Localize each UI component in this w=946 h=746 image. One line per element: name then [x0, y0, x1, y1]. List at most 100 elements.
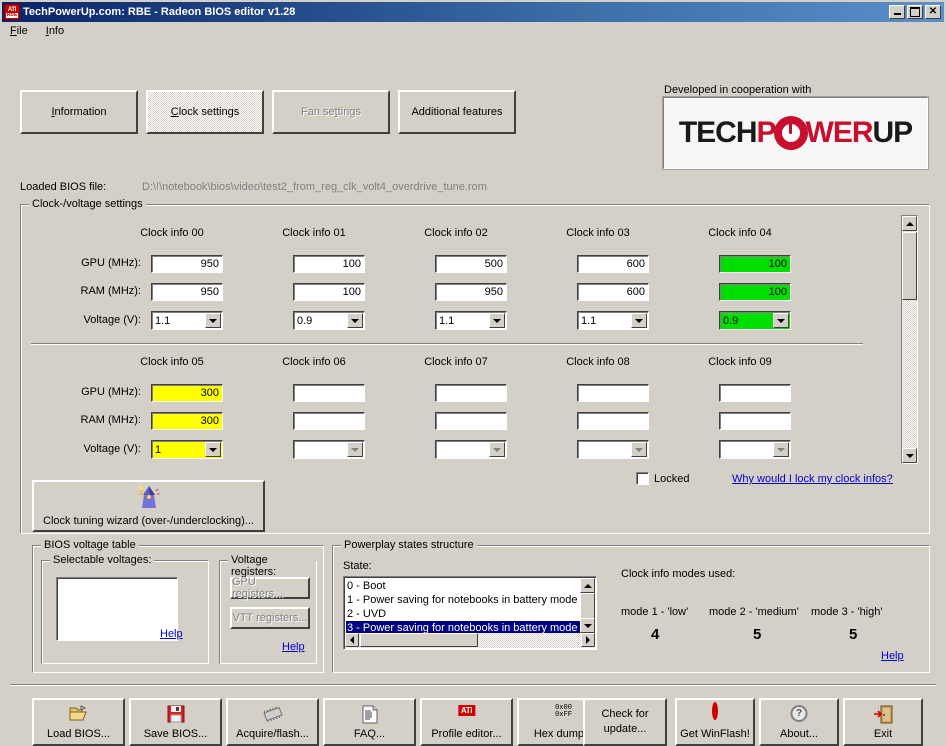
chevron-down-icon: [635, 318, 643, 323]
scroll-down-button[interactable]: [902, 448, 917, 463]
toolbar-button-get-winflash[interactable]: Get WinFlash!: [675, 698, 755, 746]
clock-info-06-header: Clock info 06: [282, 356, 346, 368]
gpu-mhz-input-02[interactable]: 500: [435, 255, 507, 273]
why-lock-link[interactable]: Why would I lock my clock infos?: [732, 473, 893, 485]
chevron-down-icon: [905, 453, 914, 458]
voltage-select-03[interactable]: 1.1: [577, 311, 649, 330]
clock-tuning-wizard-button[interactable]: Clock tuning wizard (over-/underclocking…: [32, 480, 265, 532]
tab-information[interactable]: Information: [20, 90, 138, 134]
cooperation-label: Developed in cooperation with: [664, 84, 812, 96]
clock-grid-scrollbar[interactable]: [901, 215, 918, 464]
powerplay-state-listbox[interactable]: 0 - Boot 1 - Power saving for notebooks i…: [343, 576, 597, 650]
voltage-select-01[interactable]: 0.9: [293, 311, 365, 330]
chevron-down-icon: [209, 447, 217, 452]
powerplay-horizontal-scrollbar[interactable]: [345, 633, 595, 648]
voltage-select-06: [293, 440, 365, 459]
voltage-dropdown-arrow-00[interactable]: [205, 313, 221, 328]
voltage-select-05[interactable]: 1: [151, 440, 223, 459]
ram-mhz-input-03[interactable]: 600: [577, 283, 649, 301]
loaded-bios-path: D:\!\notebook\bios\video\test2_from_reg_…: [142, 181, 487, 193]
voltage-select-04[interactable]: 0.9: [719, 311, 791, 330]
voltage-select-00[interactable]: 1.1: [151, 311, 223, 330]
voltage-registers-group: Voltage registers: GPU registers... VTT …: [219, 554, 317, 664]
voltage-dropdown-arrow-05[interactable]: [205, 442, 221, 457]
maximize-button[interactable]: [907, 5, 923, 19]
powerplay-hscroll-thumb[interactable]: [360, 633, 478, 647]
clock-info-modes-title: Clock info modes used:: [621, 568, 736, 580]
toolbar-button-check-for-update[interactable]: Check for update...: [583, 698, 667, 746]
open-folder-icon: [69, 705, 89, 725]
hex-icon-bottom: 0xFF: [555, 711, 572, 719]
app-icon: ATI RBE: [4, 4, 20, 20]
powerplay-states-group: Powerplay states structure State: 0 - Bo…: [332, 539, 930, 673]
tab-additional-features[interactable]: Additional features: [398, 90, 516, 134]
menu-item-file[interactable]: File: [10, 25, 28, 37]
ram-mhz-input-02[interactable]: 950: [435, 283, 507, 301]
toolbar-button-about[interactable]: ? About...: [759, 698, 839, 746]
gpu-mhz-input-06: [293, 384, 365, 402]
powerplay-scroll-left-button[interactable]: [345, 633, 359, 647]
voltage-registers-help-link[interactable]: Help: [282, 641, 305, 653]
voltage-dropdown-arrow-03[interactable]: [631, 313, 647, 328]
clock-info-07-header: Clock info 07: [424, 356, 488, 368]
toolbar-button-label: Get WinFlash!: [680, 728, 750, 740]
powerplay-scroll-down-button[interactable]: [580, 618, 595, 633]
powerplay-scroll-up-button[interactable]: [580, 578, 595, 593]
clock-info-00-header: Clock info 00: [140, 227, 204, 239]
bios-voltage-table-title: BIOS voltage table: [41, 539, 139, 551]
ram-mhz-input-00[interactable]: 950: [151, 283, 223, 301]
application-window: ATI RBE TechPowerUp.com: RBE - Radeon BI…: [0, 0, 946, 725]
selectable-voltages-listbox[interactable]: [56, 577, 178, 641]
ram-mhz-input-01[interactable]: 100: [293, 283, 365, 301]
clock-info-01-header: Clock info 01: [282, 227, 346, 239]
toolbar-button-profile-editor[interactable]: ATi Profile editor...: [420, 698, 513, 746]
mode-2-value: 5: [753, 626, 762, 643]
ram-mhz-input-05[interactable]: 300: [151, 412, 223, 430]
tab-clock-settings[interactable]: Clock settings: [146, 90, 264, 134]
toolbar-button-label: About...: [780, 728, 818, 740]
powerplay-vscroll-thumb[interactable]: [580, 593, 595, 619]
toolbar-button-load-bios[interactable]: Load BIOS...: [32, 698, 125, 746]
toolbar-button-label: Save BIOS...: [143, 728, 208, 740]
locked-checkbox[interactable]: [636, 472, 649, 485]
voltage-dropdown-arrow-01[interactable]: [347, 313, 363, 328]
toolbar-button-acquire-flash[interactable]: Acquire/flash...: [226, 698, 319, 746]
voltage-dropdown-arrow-02[interactable]: [489, 313, 505, 328]
scrollbar-thumb[interactable]: [902, 232, 917, 300]
label-voltage-b: Voltage (V):: [83, 443, 141, 455]
ram-mhz-input-04[interactable]: 100: [719, 283, 791, 301]
voltage-dropdown-arrow-09: [773, 442, 789, 457]
powerplay-state-item[interactable]: 0 - Boot: [347, 580, 386, 592]
minimize-button[interactable]: [889, 5, 905, 19]
toolbar-button-label: Profile editor...: [431, 728, 502, 740]
close-button[interactable]: ✕: [925, 5, 941, 19]
mode-1-value: 4: [651, 626, 660, 643]
powerplay-scroll-right-button[interactable]: [581, 633, 595, 647]
powerplay-state-item[interactable]: 3 - Power saving for notebooks in batter…: [346, 621, 594, 635]
logo-up-text: UP: [872, 116, 914, 149]
gpu-mhz-input-05[interactable]: 300: [151, 384, 223, 402]
voltage-select-08: [577, 440, 649, 459]
toolbar-button-faq[interactable]: FAQ...: [323, 698, 416, 746]
powerplay-state-item[interactable]: 2 - UVD: [347, 608, 387, 620]
voltage-value-00: 1.1: [155, 314, 171, 327]
menu-item-info[interactable]: Info: [45, 25, 65, 37]
locked-checkbox-wrap[interactable]: Locked: [636, 472, 689, 485]
power-symbol-icon: [773, 116, 808, 150]
powerplay-vertical-scrollbar[interactable]: [580, 578, 595, 633]
gpu-mhz-input-01[interactable]: 100: [293, 255, 365, 273]
voltage-select-02[interactable]: 1.1: [435, 311, 507, 330]
gpu-mhz-input-04[interactable]: 100: [719, 255, 791, 273]
toolbar-button-save-bios[interactable]: Save BIOS...: [129, 698, 222, 746]
floppy-disk-icon: [167, 705, 185, 726]
chevron-down-icon: [635, 447, 643, 452]
voltage-dropdown-arrow-04[interactable]: [773, 313, 789, 328]
powerplay-state-item[interactable]: 1 - Power saving for notebooks in batter…: [347, 594, 578, 606]
toolbar-button-exit[interactable]: Exit: [843, 698, 923, 746]
gpu-mhz-input-03[interactable]: 600: [577, 255, 649, 273]
gpu-mhz-input-00[interactable]: 950: [151, 255, 223, 273]
powerplay-help-link[interactable]: Help: [881, 650, 904, 662]
gpu-mhz-input-09: [719, 384, 791, 402]
scroll-up-button[interactable]: [902, 216, 917, 231]
selectable-voltages-help-link[interactable]: Help: [160, 628, 183, 640]
